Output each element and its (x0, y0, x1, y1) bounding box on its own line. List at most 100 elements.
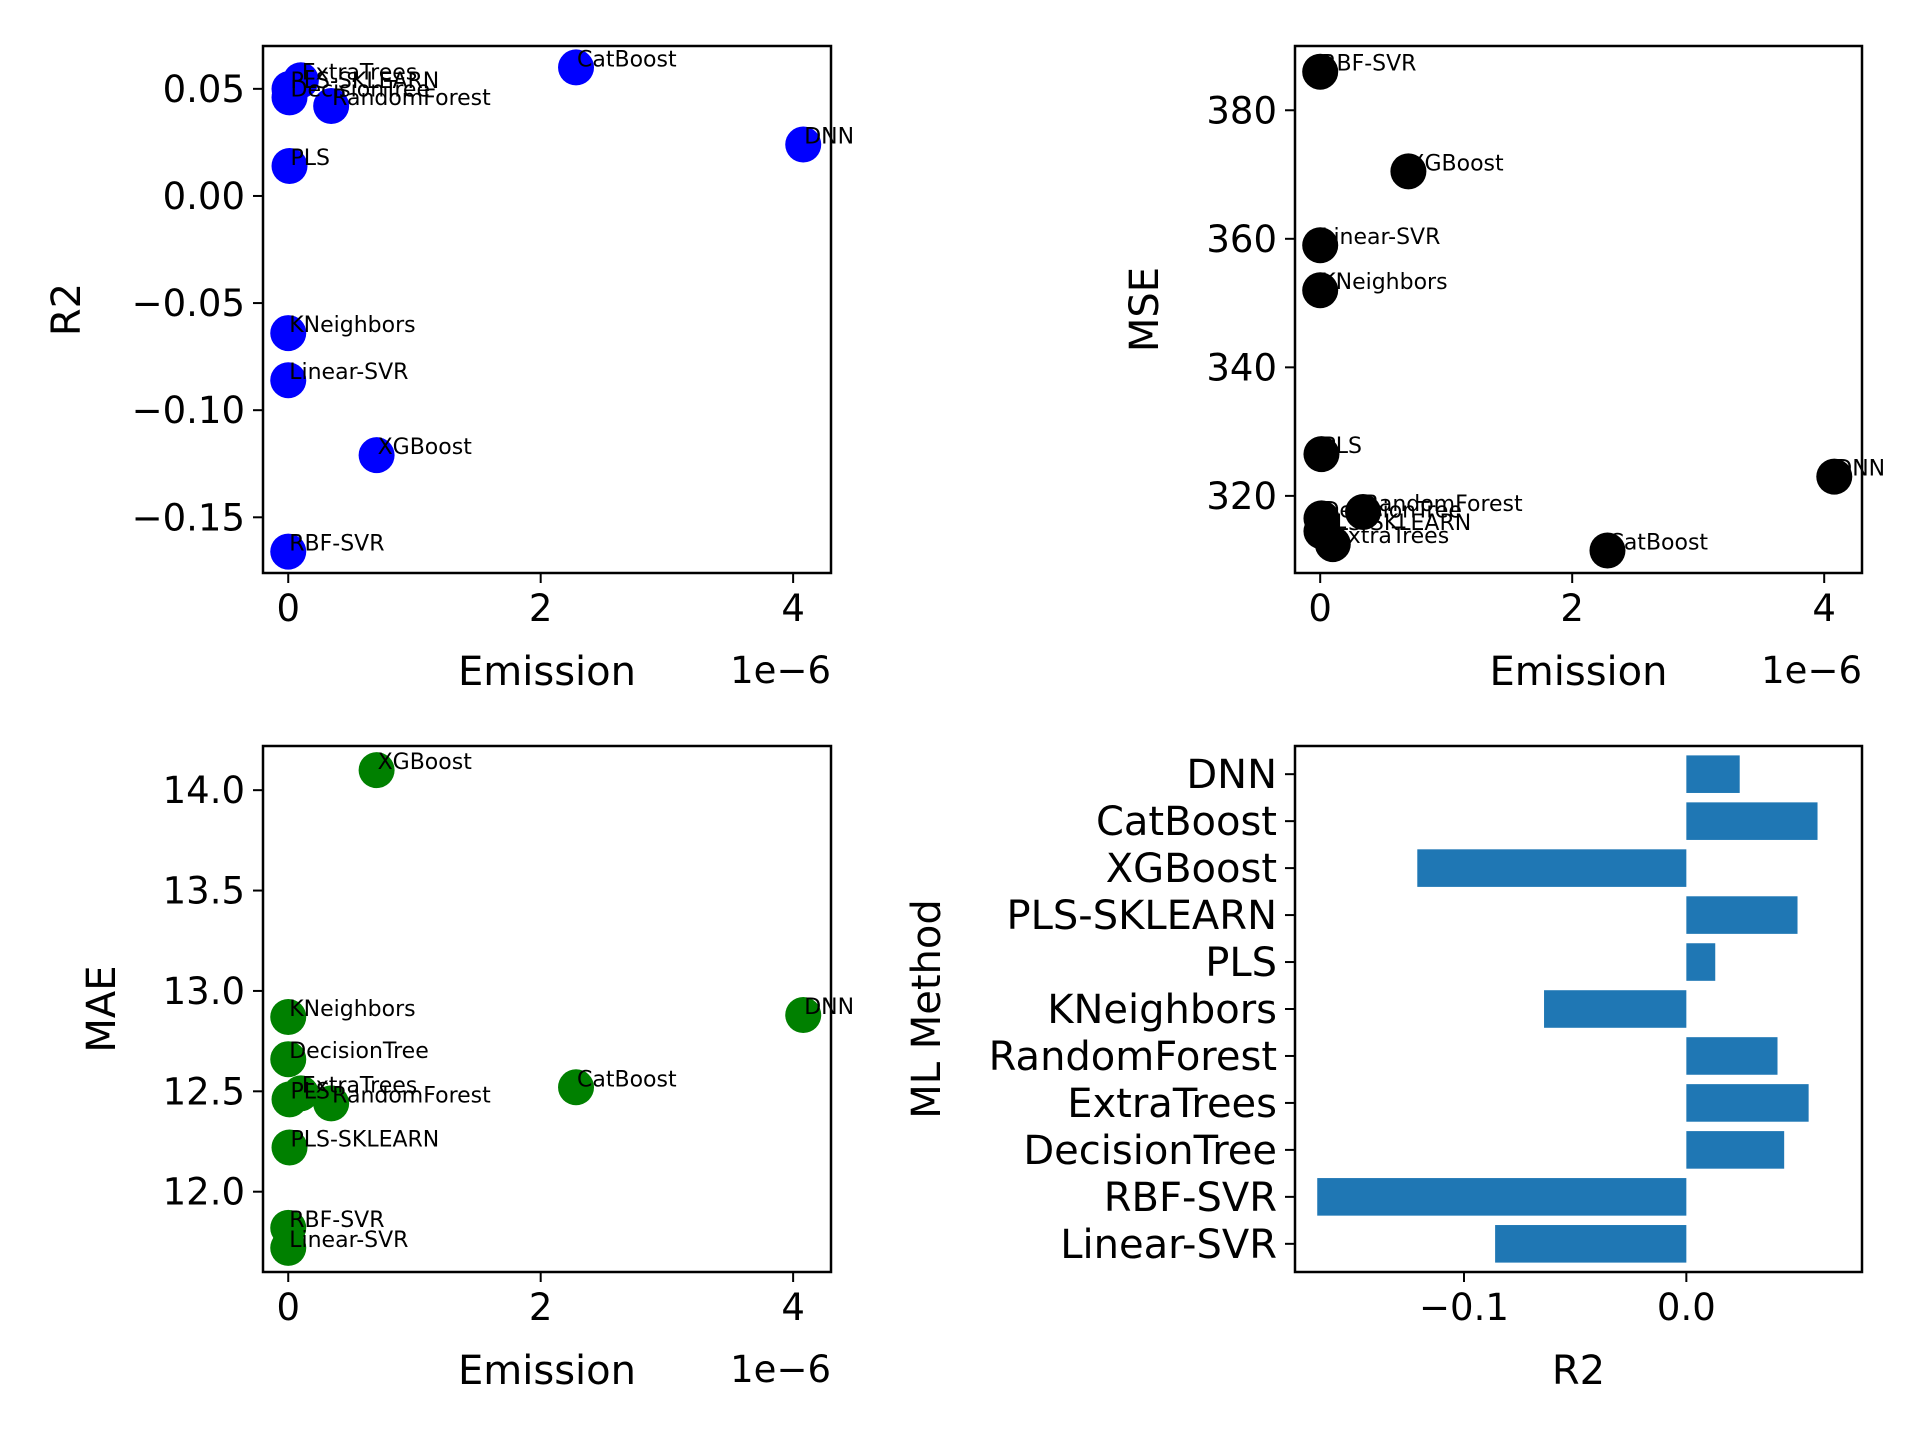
scatter-point (271, 79, 308, 116)
axes-frame (1293, 744, 1864, 1274)
point-label: Linear-SVR (289, 360, 408, 385)
scatter-point (558, 1069, 595, 1106)
bar (1686, 1037, 1778, 1075)
point-label: XGBoost (378, 750, 473, 775)
scatter-point (1390, 153, 1427, 190)
category-label: PLS (1205, 940, 1277, 986)
scatter-point (358, 752, 395, 789)
axes-frame (1293, 44, 1864, 575)
category-label: XGBoost (1106, 846, 1277, 892)
category-label: DecisionTree (1023, 1128, 1277, 1174)
scatter-point (270, 315, 307, 352)
y-tick-label: 320 (1206, 475, 1277, 518)
scatter-point (1589, 532, 1626, 569)
scatter-point (270, 1229, 307, 1266)
category-label: PLS-SKLEARN (1007, 893, 1278, 939)
scatter-point (271, 1129, 308, 1166)
point-label: PLS (1322, 434, 1362, 459)
y-tick-label: −0.15 (132, 496, 245, 539)
scatter-point (270, 999, 307, 1036)
y-axis-label: R2 (44, 283, 90, 336)
point-label: ExtraTrees (1334, 524, 1449, 549)
x-offset-label: 1e−6 (1761, 649, 1862, 692)
point-label: PLS (291, 146, 331, 171)
y-tick-label: 14.0 (163, 769, 245, 812)
category-label: DNN (1186, 752, 1277, 798)
y-tick-label: 360 (1206, 218, 1277, 261)
bar (1544, 990, 1687, 1028)
y-tick-label: 340 (1206, 346, 1277, 389)
bar (1686, 1131, 1785, 1169)
y-tick-label: 0.05 (163, 68, 245, 111)
point-label: RandomForest (332, 86, 491, 111)
y-tick-label: 12.0 (163, 1171, 245, 1214)
x-tick-label: 0 (276, 587, 300, 630)
y-tick-label: 380 (1206, 89, 1277, 132)
x-offset-label: 1e−6 (730, 1348, 831, 1391)
x-tick-label: 2 (529, 1286, 553, 1329)
point-label: XGBoost (1409, 151, 1504, 176)
point-label: RBF-SVR (289, 1208, 384, 1233)
scatter-point (271, 1081, 308, 1118)
x-axis-label: Emission (458, 649, 636, 695)
subplot-4: Linear-SVRRBF-SVRDecisionTreeExtraTreesR… (904, 744, 1864, 1394)
point-label: PLS-SKLEARN (1322, 511, 1471, 536)
subplot-2: RBF-SVR XGBoost Linear-SVR KNeighbors PLS DNN… (1122, 44, 1885, 695)
scatter-point (313, 1085, 350, 1122)
x-tick-label: 0 (1308, 587, 1332, 630)
category-label: KNeighbors (1047, 987, 1277, 1033)
y-tick-label: −0.05 (132, 282, 245, 325)
x-axis-label: R2 (1552, 1348, 1605, 1394)
x-axis-label: Emission (1490, 649, 1668, 695)
point-label: CatBoost (1608, 531, 1708, 556)
bar (1686, 943, 1716, 981)
point-label: CatBoost (577, 1067, 677, 1092)
x-tick-label: 4 (1812, 587, 1836, 630)
point-label: PLS-SKLEARN (291, 69, 440, 94)
x-tick-label: 2 (1560, 587, 1584, 630)
point-label: DecisionTree (1322, 498, 1462, 523)
point-label: ExtraTrees (302, 60, 417, 85)
y-axis-label: ML Method (904, 899, 950, 1119)
bar (1686, 755, 1740, 793)
bar (1686, 896, 1798, 934)
subplot-1: ExtraTreesPLS-SKLEARNDecisionTreeRandomF… (44, 44, 854, 695)
scatter-point (1302, 53, 1339, 90)
y-axis-label: MAE (79, 965, 125, 1052)
scatter-point (785, 126, 822, 163)
point-label: DNN (1835, 457, 1885, 482)
scatter-point (271, 147, 308, 184)
point-label: DNN (804, 125, 854, 150)
x-axis-label: Emission (458, 1348, 636, 1394)
point-label: ExtraTrees (302, 1073, 417, 1098)
point-label: PLS-SKLEARN (291, 1128, 440, 1153)
scatter-point (1345, 493, 1382, 530)
point-label: KNeighbors (1321, 270, 1447, 295)
point-label: RBF-SVR (1321, 52, 1416, 77)
scatter-point (313, 87, 350, 124)
point-label: DNN (804, 995, 854, 1020)
point-label: DecisionTree (289, 1039, 429, 1064)
scatter-point (785, 997, 822, 1034)
point-label: XGBoost (378, 435, 473, 460)
point-label: PLS (291, 1079, 331, 1104)
point-label: CatBoost (577, 47, 677, 72)
scatter-point (1303, 436, 1340, 473)
x-tick-label: 0.0 (1657, 1286, 1716, 1329)
category-label: ExtraTrees (1067, 1081, 1277, 1127)
scatter-point (1314, 526, 1351, 563)
y-tick-label: −0.10 (132, 389, 245, 432)
scatter-point (1816, 458, 1853, 495)
scatter-point (558, 49, 595, 86)
category-label: RandomForest (989, 1034, 1277, 1080)
axes-frame (261, 744, 833, 1274)
point-label: RandomForest (1364, 492, 1523, 517)
axes-frame (261, 44, 833, 575)
category-label: Linear-SVR (1060, 1222, 1277, 1268)
y-tick-label: 13.0 (163, 970, 245, 1013)
y-tick-label: 0.00 (163, 175, 245, 218)
x-tick-label: −0.1 (1419, 1286, 1509, 1329)
point-label: Linear-SVR (289, 1228, 408, 1253)
y-tick-label: 13.5 (163, 870, 245, 913)
